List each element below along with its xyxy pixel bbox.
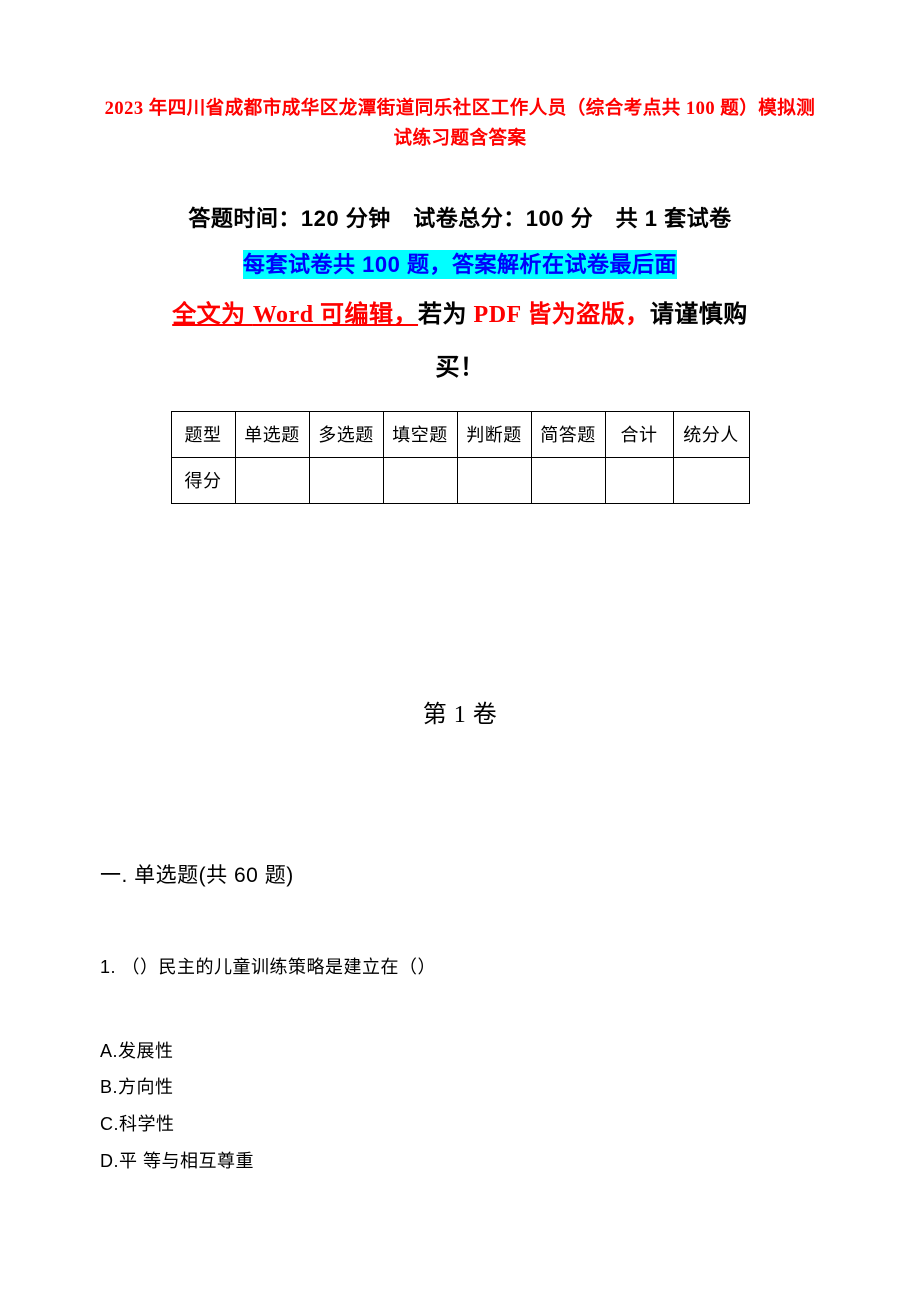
- word-editable-line: 全文为 Word 可编辑，若为 PDF 皆为盗版，请谨慎购: [100, 295, 820, 336]
- th-scorer: 统分人: [673, 411, 749, 457]
- pdf-suffix: 皆为盗版，: [527, 301, 650, 328]
- th-judge: 判断题: [457, 411, 531, 457]
- score-table-score-row: 得分: [171, 457, 749, 503]
- pdf-en: PDF: [467, 302, 527, 328]
- highlight-line: 每套试卷共 100 题，答案解析在试卷最后面: [100, 246, 820, 283]
- cell-judge: [457, 457, 531, 503]
- cell-short: [531, 457, 605, 503]
- score-table: 题型 单选题 多选题 填空题 判断题 简答题 合计 统分人 得分: [171, 411, 750, 504]
- th-total: 合计: [605, 411, 673, 457]
- row-label: 得分: [171, 457, 235, 503]
- tail-line2: 买！: [100, 348, 820, 389]
- q1-stem: 1. （）民主的儿童训练策略是建立在（）: [100, 953, 820, 979]
- volume-title: 第 1 卷: [100, 694, 820, 729]
- time-label: 答题时间：: [188, 206, 301, 231]
- time-value: 120 分钟: [301, 206, 391, 231]
- th-type: 题型: [171, 411, 235, 457]
- th-single: 单选题: [235, 411, 309, 457]
- section-1-heading: 一. 单选题(共 60 题): [100, 859, 820, 889]
- q1-option-b: B.方向性: [100, 1069, 820, 1106]
- th-multi: 多选题: [309, 411, 383, 457]
- sets-label: 共 1 套试卷: [616, 206, 732, 231]
- th-short: 简答题: [531, 411, 605, 457]
- separator-2: [593, 206, 616, 231]
- document-title: 2023 年四川省成都市成华区龙潭街道同乐社区工作人员（综合考点共 100 题）…: [100, 95, 820, 154]
- score-value: 100 分: [526, 206, 593, 231]
- word-en: Word: [253, 302, 320, 328]
- q1-options: A.发展性 B.方向性 C.科学性 D.平 等与相互尊重: [100, 1033, 820, 1181]
- exam-info-line: 答题时间：120 分钟 试卷总分：100 分 共 1 套试卷: [100, 200, 820, 237]
- th-fill: 填空题: [383, 411, 457, 457]
- cell-total: [605, 457, 673, 503]
- score-table-header-row: 题型 单选题 多选题 填空题 判断题 简答题 合计 统分人: [171, 411, 749, 457]
- q1-option-c: C.科学性: [100, 1106, 820, 1143]
- q1-option-d: D.平 等与相互尊重: [100, 1143, 820, 1180]
- cell-scorer: [673, 457, 749, 503]
- tail-black: 请谨慎购: [650, 301, 748, 328]
- score-label: 试卷总分：: [413, 206, 526, 231]
- cell-fill: [383, 457, 457, 503]
- cell-multi: [309, 457, 383, 503]
- word-prefix: 全文为: [172, 301, 253, 328]
- word-suffix: 可编辑，: [320, 301, 418, 328]
- separator-1: [391, 206, 414, 231]
- mid-black: 若为: [418, 301, 467, 328]
- highlight-text: 每套试卷共 100 题，答案解析在试卷最后面: [243, 250, 677, 279]
- q1-option-a: A.发展性: [100, 1033, 820, 1070]
- cell-single: [235, 457, 309, 503]
